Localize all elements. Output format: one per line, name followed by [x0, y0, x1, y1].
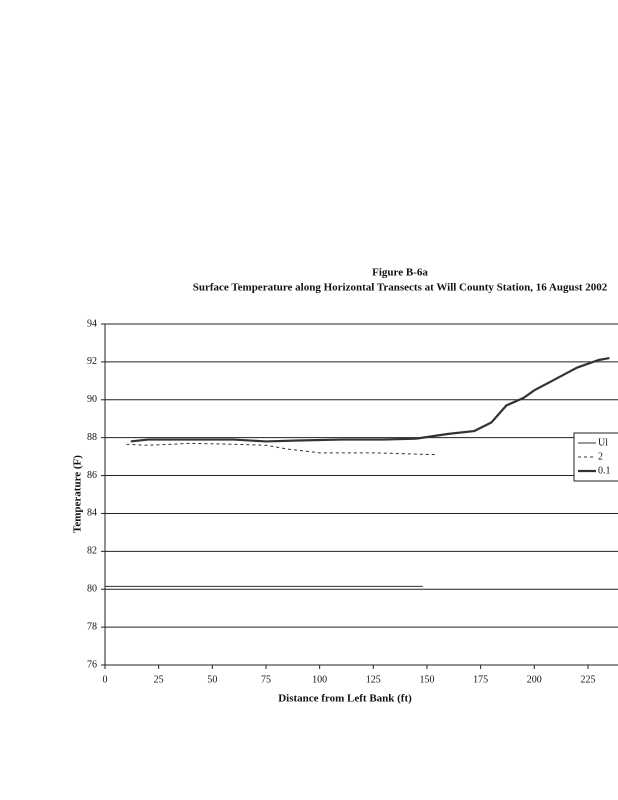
x-tick-label: 75 [261, 674, 271, 685]
y-tick-label: 94 [87, 318, 97, 329]
x-tick-label: 100 [312, 674, 327, 685]
y-tick-label: 92 [87, 356, 97, 367]
y-axis-label: Temperature (F) [72, 455, 84, 533]
legend-label: Ul [598, 437, 608, 448]
x-tick-label: 200 [527, 674, 542, 685]
line-series [130, 357, 610, 443]
y-tick-label: 82 [87, 546, 97, 557]
y-tick-label: 86 [87, 470, 97, 481]
y-tick-label: 90 [87, 394, 97, 405]
y-tick-label: 84 [87, 508, 97, 519]
x-tick-label: 25 [154, 674, 164, 685]
y-tick-label: 80 [87, 584, 97, 595]
x-tick-label: 50 [207, 674, 217, 685]
line-series [126, 442, 438, 456]
y-tick-label: 78 [87, 621, 97, 632]
legend-label: 2 [598, 451, 603, 462]
legend-label: 0.1 [598, 465, 611, 476]
x-tick-label: 225 [580, 674, 595, 685]
chart-title: Figure B-6a [372, 267, 428, 279]
y-tick-label: 88 [87, 432, 97, 443]
y-tick-label: 76 [87, 659, 97, 670]
x-tick-label: 125 [366, 674, 381, 685]
x-tick-label: 150 [419, 674, 434, 685]
chart-subtitle: Surface Temperature along Horizontal Tra… [193, 282, 608, 294]
x-axis-label: Distance from Left Bank (ft) [278, 693, 412, 705]
x-tick-label: 175 [473, 674, 488, 685]
x-tick-label: 0 [103, 674, 108, 685]
legend-box [573, 432, 618, 482]
